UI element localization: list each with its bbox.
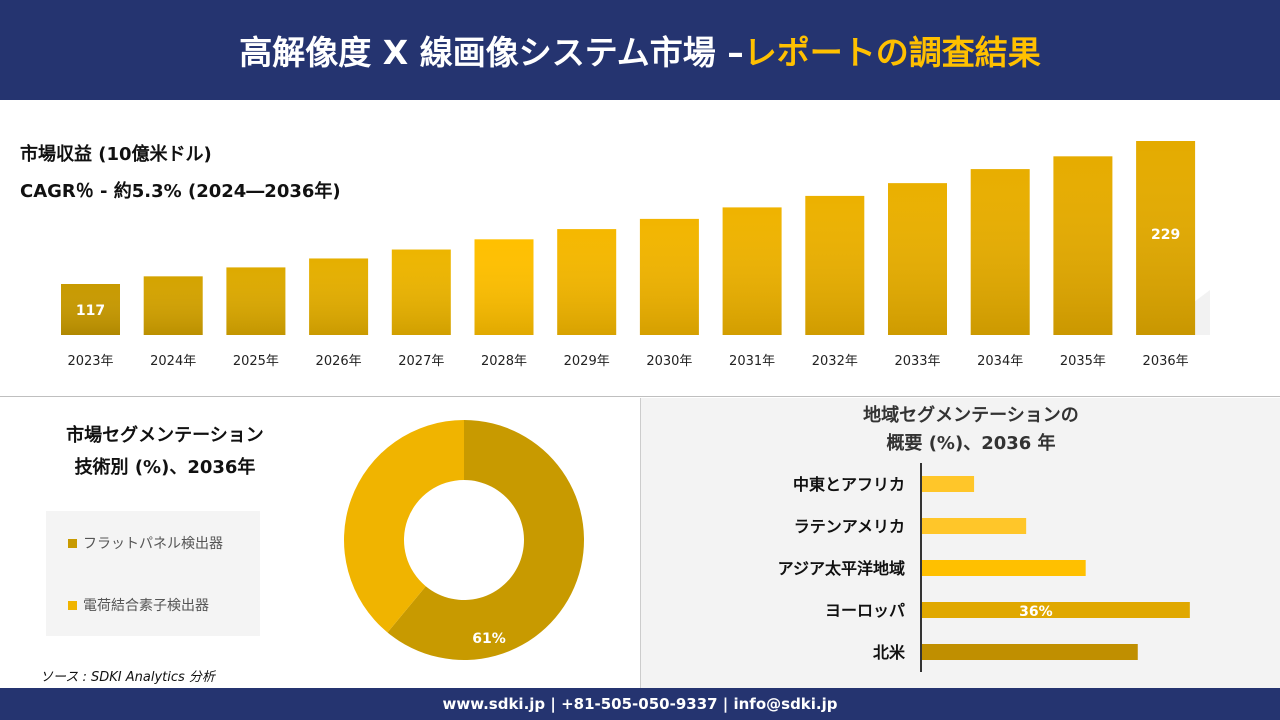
year-tick-label: 2033年 (894, 354, 940, 369)
slice-value-label: 61% (472, 631, 506, 647)
technology-segment-section: 市場セグメンテーション 技術別 (%)、2036年 フラットパネル検出器 電荷結合… (0, 398, 640, 688)
year-tick-label: 2028年 (481, 354, 527, 369)
region-label: 北米 (873, 643, 906, 662)
region-label: ラテンアメリカ (794, 517, 905, 536)
year-tick-label: 2023年 (67, 354, 113, 369)
bar-value-label: 229 (1151, 227, 1180, 243)
donut-slice (387, 420, 584, 660)
bar-gradient (970, 169, 1030, 335)
bar-gradient (309, 258, 369, 335)
year-tick-label: 2024年 (150, 354, 196, 369)
bar-gradient (1136, 141, 1196, 335)
cagr-label: CAGR％ - 約5.3% (2024―2036年) (20, 181, 341, 202)
year-tick-label: 2031年 (729, 354, 775, 369)
bar-gradient (1053, 156, 1113, 335)
region-bar (922, 476, 975, 492)
year-tick-label: 2026年 (316, 354, 362, 369)
legend-swatch (68, 538, 77, 548)
legend-swatch (68, 600, 77, 610)
bar-gradient (805, 195, 865, 335)
donut-legend: フラットパネル検出器 電荷結合素子検出器 (46, 511, 260, 636)
year-tick-label: 2032年 (812, 354, 858, 369)
bar-gradient (61, 284, 120, 335)
region-title-line1: 地域セグメンテーションの (863, 405, 1079, 426)
region-bar (922, 644, 1138, 660)
source-note: ソース : SDKI Analytics 分析 (40, 670, 215, 685)
bar-gradient (226, 267, 286, 335)
header-title-accent: レポートの調査結果 (743, 33, 1041, 72)
header-title: 高解像度 X 線画像システム市場 – (239, 33, 744, 72)
region-label: ヨーロッパ (825, 601, 905, 620)
legend-item: 電荷結合素子検出器 (68, 595, 209, 615)
footer-contact: www.sdki.jp | +81-505-050-9337 | info@sd… (0, 688, 1280, 720)
legend-label: フラットパネル検出器 (83, 536, 223, 552)
region-label: 中東とアフリカ (793, 475, 905, 494)
bar-value-label: 117 (76, 303, 105, 319)
bar-gradient (639, 218, 699, 335)
bar-gradient (143, 276, 203, 335)
year-tick-label: 2035年 (1060, 354, 1106, 369)
bar-gradient (391, 249, 451, 335)
report-header: 高解像度 X 線画像システム市場 – レポートの調査結果 (0, 0, 1280, 100)
bar-gradient (888, 183, 947, 335)
region-bar (922, 560, 1086, 576)
year-tick-label: 2036年 (1143, 354, 1189, 369)
revenue-section: 市場収益 (10億米ドル) CAGR％ - 約5.3% (2024―2036年)… (0, 100, 1280, 397)
region-title-line2: 概要 (%)、2036 年 (886, 433, 1056, 454)
tech-segment-title: 市場セグメンテーション 技術別 (%)、2036年 (30, 420, 300, 484)
revenue-label: 市場収益 (10億米ドル) (20, 144, 212, 165)
bar-gradient (474, 239, 534, 335)
bar-gradient (557, 229, 617, 335)
revenue-bar-chart: 2023年 117 2024年 2025年 2026年 2027年 2028年 2029年 20… (61, 141, 1210, 369)
tech-title-line2: 技術別 (%)、2036年 (74, 457, 256, 478)
year-tick-label: 2029年 (564, 354, 610, 369)
bar-gradient (722, 207, 782, 335)
donut-slice (344, 420, 464, 633)
tech-title-line1: 市場セグメンテーション (66, 425, 264, 446)
region-value-label: 36% (1019, 604, 1053, 620)
region-label: アジア太平洋地域 (778, 559, 905, 578)
legend-item: フラットパネル検出器 (68, 533, 223, 553)
region-bar (922, 602, 1190, 618)
year-tick-label: 2025年 (233, 354, 279, 369)
year-tick-label: 2030年 (646, 354, 692, 369)
year-tick-label: 2027年 (398, 354, 444, 369)
year-tick-label: 2034年 (977, 354, 1023, 369)
region-segment-title: 地域セグメンテーションの 概要 (%)、2036 年 (641, 402, 1280, 458)
region-bar (922, 518, 1027, 534)
region-segment-section: 地域セグメンテーションの 概要 (%)、2036 年 中東とアフリカ ラテンアメリカ… (640, 398, 1280, 688)
technology-donut-chart: 61% (344, 420, 584, 660)
legend-label: 電荷結合素子検出器 (83, 598, 209, 614)
